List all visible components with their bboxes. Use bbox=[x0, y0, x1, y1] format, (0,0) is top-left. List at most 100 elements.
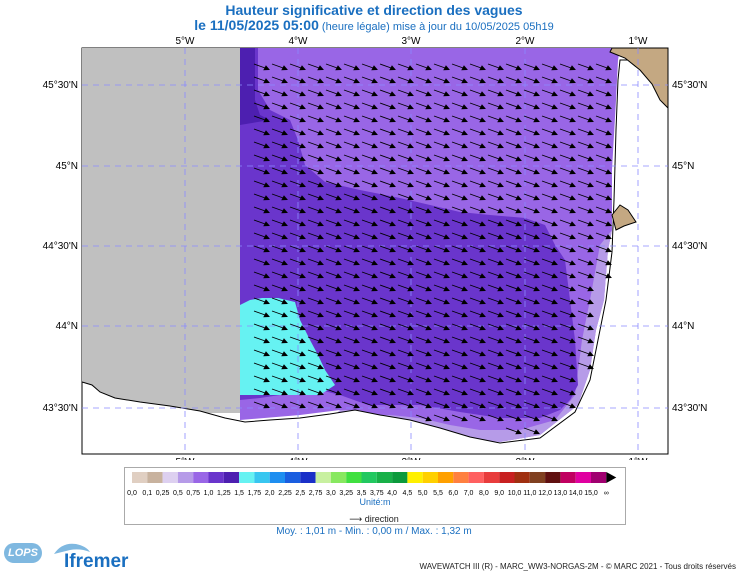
wave-arrow bbox=[595, 63, 612, 71]
wave-arrow bbox=[307, 102, 324, 110]
wave-arrow bbox=[523, 245, 540, 253]
wave-arrow bbox=[559, 141, 576, 149]
wave-arrow bbox=[505, 128, 522, 136]
wave-arrow bbox=[487, 323, 504, 331]
wave-arrow bbox=[559, 258, 576, 266]
wave-arrow bbox=[451, 271, 468, 279]
wave-arrow bbox=[289, 154, 306, 162]
direction-arrow-icon: ⟶ bbox=[349, 514, 363, 524]
wave-arrow bbox=[559, 336, 576, 344]
wave-arrow bbox=[595, 219, 612, 227]
wave-arrow bbox=[289, 193, 306, 201]
wave-map: 5°W 5°W 4°W 4°W 3°W 3°W 2°W 2°W 1°W 1°W 45°30'N 45°… bbox=[43, 36, 708, 460]
wave-arrow bbox=[487, 219, 504, 227]
legend-unit: Unité:m bbox=[359, 497, 391, 507]
wave-arrow bbox=[559, 232, 576, 240]
wave-arrow bbox=[595, 128, 612, 136]
wave-arrow bbox=[271, 167, 288, 175]
wave-arrow bbox=[541, 388, 558, 396]
wave-arrow bbox=[307, 349, 324, 357]
wave-arrow bbox=[397, 297, 414, 305]
wave-arrow bbox=[379, 336, 396, 344]
legend-tick-label: 3,25 bbox=[339, 490, 353, 497]
legend-swatch bbox=[269, 472, 285, 483]
wave-arrow bbox=[415, 245, 432, 253]
wave-arrow bbox=[307, 310, 324, 318]
wave-arrow bbox=[469, 362, 486, 370]
wave-arrow bbox=[541, 271, 558, 279]
wave-arrow bbox=[559, 388, 576, 396]
wave-arrow bbox=[415, 115, 432, 123]
wave-arrow bbox=[433, 323, 450, 331]
lon-label-top: 2°W bbox=[516, 36, 536, 47]
wave-arrow bbox=[271, 336, 288, 344]
wave-arrow bbox=[343, 115, 360, 123]
wave-arrow bbox=[415, 167, 432, 175]
legend-swatch bbox=[147, 472, 163, 483]
wave-arrow bbox=[271, 388, 288, 396]
wave-arrow bbox=[469, 336, 486, 344]
legend-tick-label: 5,5 bbox=[433, 490, 443, 497]
wave-arrow bbox=[541, 167, 558, 175]
wave-arrow bbox=[271, 141, 288, 149]
wave-arrow bbox=[523, 336, 540, 344]
wave-arrow bbox=[487, 180, 504, 188]
wave-stats: Moy. : 1,01 m - Min. : 0,00 m / Max. : 1… bbox=[276, 526, 472, 537]
wave-arrow bbox=[379, 245, 396, 253]
wave-arrow bbox=[307, 375, 324, 383]
wave-arrow bbox=[541, 362, 558, 370]
legend-swatch bbox=[483, 472, 500, 483]
lat-label-right: 44°30'N bbox=[672, 241, 707, 252]
wave-arrow bbox=[577, 128, 594, 136]
wave-arrow bbox=[289, 219, 306, 227]
wave-arrow bbox=[397, 362, 414, 370]
wave-arrow bbox=[505, 414, 522, 422]
legend-tick-label: 2,5 bbox=[295, 490, 305, 497]
wave-arrow bbox=[523, 167, 540, 175]
wave-arrow bbox=[253, 141, 270, 149]
wave-arrow bbox=[487, 154, 504, 162]
wave-arrow bbox=[253, 193, 270, 201]
wave-arrow bbox=[433, 128, 450, 136]
wave-arrow bbox=[289, 245, 306, 253]
wave-arrow bbox=[253, 102, 270, 110]
wave-arrow bbox=[469, 63, 486, 71]
legend-swatch bbox=[591, 472, 607, 483]
lat-label-right: 43°30'N bbox=[672, 403, 707, 414]
wave-arrow bbox=[343, 388, 360, 396]
wave-arrow bbox=[433, 245, 450, 253]
wave-arrow bbox=[451, 102, 468, 110]
legend-swatch bbox=[285, 472, 301, 483]
wave-arrow bbox=[307, 336, 324, 344]
wave-arrow bbox=[289, 284, 306, 292]
legend-swatch bbox=[132, 472, 148, 483]
wave-arrow bbox=[487, 89, 504, 97]
wave-arrow bbox=[469, 193, 486, 201]
lon-label-top: 1°W bbox=[629, 36, 649, 47]
wave-arrow bbox=[343, 401, 360, 409]
wave-arrow bbox=[577, 76, 594, 84]
wave-arrow bbox=[451, 115, 468, 123]
wave-arrow bbox=[469, 310, 486, 318]
map-subtitle: le 11/05/2025 05:00 (heure légale) mise … bbox=[0, 17, 748, 33]
wave-arrow bbox=[433, 310, 450, 318]
wave-arrow bbox=[271, 310, 288, 318]
legend-tick-label: 0,0 bbox=[127, 490, 137, 497]
wave-arrow bbox=[541, 245, 558, 253]
wave-arrow bbox=[289, 336, 306, 344]
wave-arrow bbox=[325, 388, 342, 396]
legend-swatch bbox=[254, 472, 270, 483]
wave-arrow bbox=[361, 115, 378, 123]
wave-arrow bbox=[433, 76, 450, 84]
wave-arrow bbox=[415, 362, 432, 370]
wave-arrow bbox=[595, 89, 612, 97]
wave-arrow bbox=[253, 310, 270, 318]
wave-arrow bbox=[271, 284, 288, 292]
wave-arrow bbox=[397, 323, 414, 331]
wave-arrow bbox=[577, 323, 594, 331]
wave-arrow bbox=[505, 401, 522, 409]
wave-arrow bbox=[289, 63, 306, 71]
wave-arrow bbox=[253, 336, 270, 344]
wave-arrow bbox=[451, 180, 468, 188]
wave-arrow bbox=[397, 232, 414, 240]
